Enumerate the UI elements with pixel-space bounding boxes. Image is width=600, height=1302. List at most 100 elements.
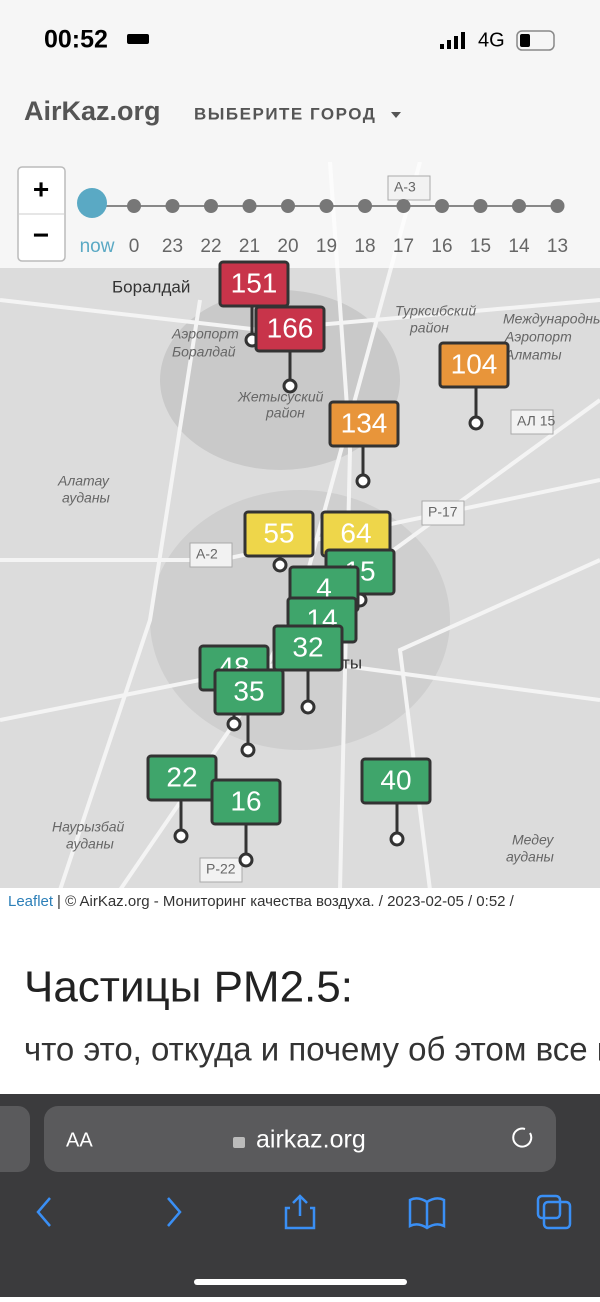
- battery: [516, 30, 555, 51]
- timeline-dot[interactable]: [358, 199, 372, 213]
- top-bar: [0, 0, 600, 162]
- marker-pin: [226, 716, 242, 732]
- sleep-icon: [127, 34, 149, 44]
- road-sign: [387, 175, 431, 201]
- aqi-marker[interactable]: 55: [243, 510, 315, 573]
- timeline-dot[interactable]: [512, 199, 526, 213]
- map-label: Боралдай: [112, 277, 190, 296]
- prev-tab[interactable]: [0, 1106, 30, 1172]
- forward-button[interactable]: [167, 1197, 182, 1227]
- timeline-label[interactable]: 19: [316, 236, 337, 257]
- aqi-marker[interactable]: 151: [218, 260, 290, 348]
- aqi-marker[interactable]: 40: [360, 757, 432, 847]
- signal-icon: [440, 32, 465, 49]
- marker-box: [254, 305, 326, 353]
- url-bar[interactable]: [44, 1106, 556, 1172]
- aqi-marker[interactable]: 32: [272, 624, 344, 715]
- road-sign: [199, 857, 243, 883]
- marker-box: [218, 260, 290, 308]
- toolbar-icons: [36, 1194, 572, 1230]
- marker-pin: [355, 473, 371, 489]
- map-label: АЛ 15: [517, 413, 556, 429]
- aqi-marker[interactable]: 166: [254, 305, 326, 394]
- timeline-label[interactable]: 0: [129, 236, 140, 257]
- attribution-bar: [0, 888, 600, 914]
- leaflet-link[interactable]: Leaflet: [8, 893, 54, 910]
- marker-value[interactable]: 40: [380, 764, 411, 795]
- aqi-marker[interactable]: 16: [210, 778, 282, 868]
- marker-value[interactable]: 16: [230, 785, 261, 816]
- text-size-button[interactable]: AA: [66, 1129, 93, 1151]
- map-label: ауданы: [66, 836, 115, 852]
- marker-value[interactable]: 104: [451, 348, 498, 379]
- marker-value[interactable]: 64: [340, 517, 371, 548]
- aqi-marker[interactable]: 35: [213, 668, 285, 758]
- map-label: Международный: [503, 311, 600, 327]
- zoom-in[interactable]: +: [33, 173, 49, 204]
- logo[interactable]: AirKaz.org: [24, 96, 161, 126]
- aqi-marker[interactable]: 134: [328, 400, 400, 489]
- marker-value[interactable]: 55: [263, 517, 294, 548]
- aqi-marker[interactable]: 104: [438, 341, 510, 431]
- timeline-label[interactable]: 22: [200, 236, 221, 257]
- zoom-out[interactable]: −: [33, 219, 49, 250]
- road-sign: [189, 542, 233, 568]
- timeline-dot[interactable]: [319, 199, 334, 213]
- marker-box: [328, 400, 400, 448]
- marker-pin: [238, 852, 254, 868]
- timeline-dot[interactable]: [473, 199, 488, 213]
- marker-box: [210, 778, 282, 826]
- timeline-label[interactable]: 20: [277, 236, 298, 257]
- timeline-dot[interactable]: [550, 199, 565, 213]
- timeline-label[interactable]: 15: [470, 236, 491, 257]
- timeline-dot[interactable]: [435, 199, 449, 213]
- marker-value[interactable]: 166: [267, 312, 314, 343]
- timeline-label[interactable]: 18: [354, 236, 375, 257]
- timeline-dot[interactable]: [204, 199, 218, 213]
- timeline-dot[interactable]: [242, 199, 257, 213]
- marker-value[interactable]: 35: [233, 675, 264, 706]
- timeline-dot[interactable]: [396, 199, 411, 213]
- marker-pin: [272, 557, 288, 573]
- tabs-button[interactable]: [536, 1194, 562, 1220]
- marker-value[interactable]: 134: [341, 407, 388, 438]
- map-label: Медеу: [512, 832, 554, 848]
- timeline-label[interactable]: now: [80, 236, 115, 257]
- map-label: Наурызбай: [52, 819, 125, 835]
- timeline-label[interactable]: 17: [393, 236, 414, 257]
- marker-pin: [468, 415, 484, 431]
- timeline-dot[interactable]: [281, 199, 295, 213]
- timeline-label[interactable]: 14: [508, 236, 530, 257]
- marker-value[interactable]: 32: [292, 631, 323, 662]
- timeline-label[interactable]: 16: [431, 236, 452, 257]
- timeline-label[interactable]: 21: [239, 236, 260, 257]
- attribution: Leaflet | © AirKaz.org - Мониторинг качес…: [8, 893, 515, 910]
- marker-value[interactable]: 151: [231, 267, 278, 298]
- timeline-label[interactable]: 13: [547, 236, 568, 257]
- map-labels: БоралдайАэропортБоралдайТурксибскийрайон…: [52, 175, 600, 883]
- road-sign: [510, 409, 554, 435]
- map-label: Боралдай: [172, 344, 236, 360]
- map-label: ауданы: [62, 490, 111, 506]
- url[interactable]: airkaz.org: [256, 1126, 366, 1154]
- timeline-label[interactable]: 23: [162, 236, 183, 257]
- marker-value[interactable]: 22: [166, 761, 197, 792]
- marker-value[interactable]: 4: [316, 572, 332, 603]
- back-button[interactable]: [36, 1197, 51, 1227]
- network: 4G: [478, 29, 505, 51]
- map-label: Аэропорт: [171, 326, 239, 342]
- bookmarks-button[interactable]: [408, 1197, 446, 1230]
- reload-button[interactable]: [512, 1127, 533, 1148]
- share-button[interactable]: [284, 1194, 316, 1230]
- aqi-marker[interactable]: 22: [146, 754, 218, 844]
- city-select[interactable]: ВЫБЕРИТЕ ГОРОД: [194, 104, 376, 123]
- map-label: Алатау: [57, 473, 110, 489]
- timeline-dot[interactable]: [127, 199, 141, 213]
- dropdown-arrow[interactable]: [391, 112, 401, 118]
- marker-box: [213, 668, 285, 716]
- timeline-handle[interactable]: [77, 188, 107, 218]
- timeline-dot[interactable]: [165, 199, 180, 213]
- map-label: Алматы: [504, 347, 562, 363]
